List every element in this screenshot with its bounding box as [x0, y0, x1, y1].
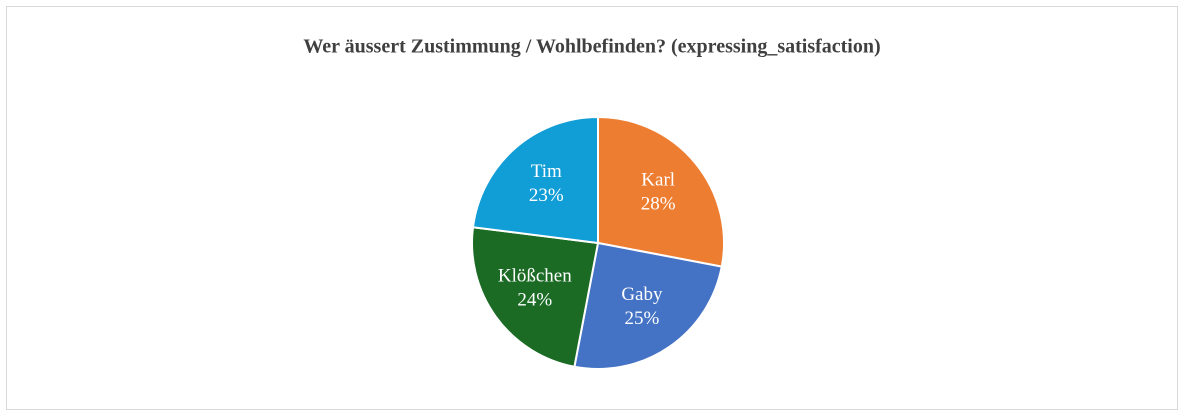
slice-value-label: 25%	[624, 308, 659, 329]
slice-value-label: 23%	[529, 185, 564, 206]
pie-slice	[471, 226, 600, 368]
slice-value-label: 28%	[641, 194, 676, 215]
slice-label: Tim	[531, 161, 562, 182]
pie-slice	[573, 241, 723, 370]
slice-label: Karl	[641, 170, 675, 191]
slice-label: Gaby	[621, 284, 663, 305]
pie-slice	[597, 115, 725, 268]
pie-slice	[471, 115, 599, 245]
slice-value-label: 24%	[517, 289, 552, 310]
chart-title: Wer äussert Zustimmung / Wohlbefinden? (…	[303, 36, 880, 58]
slice-label: Klößchen	[498, 265, 572, 286]
